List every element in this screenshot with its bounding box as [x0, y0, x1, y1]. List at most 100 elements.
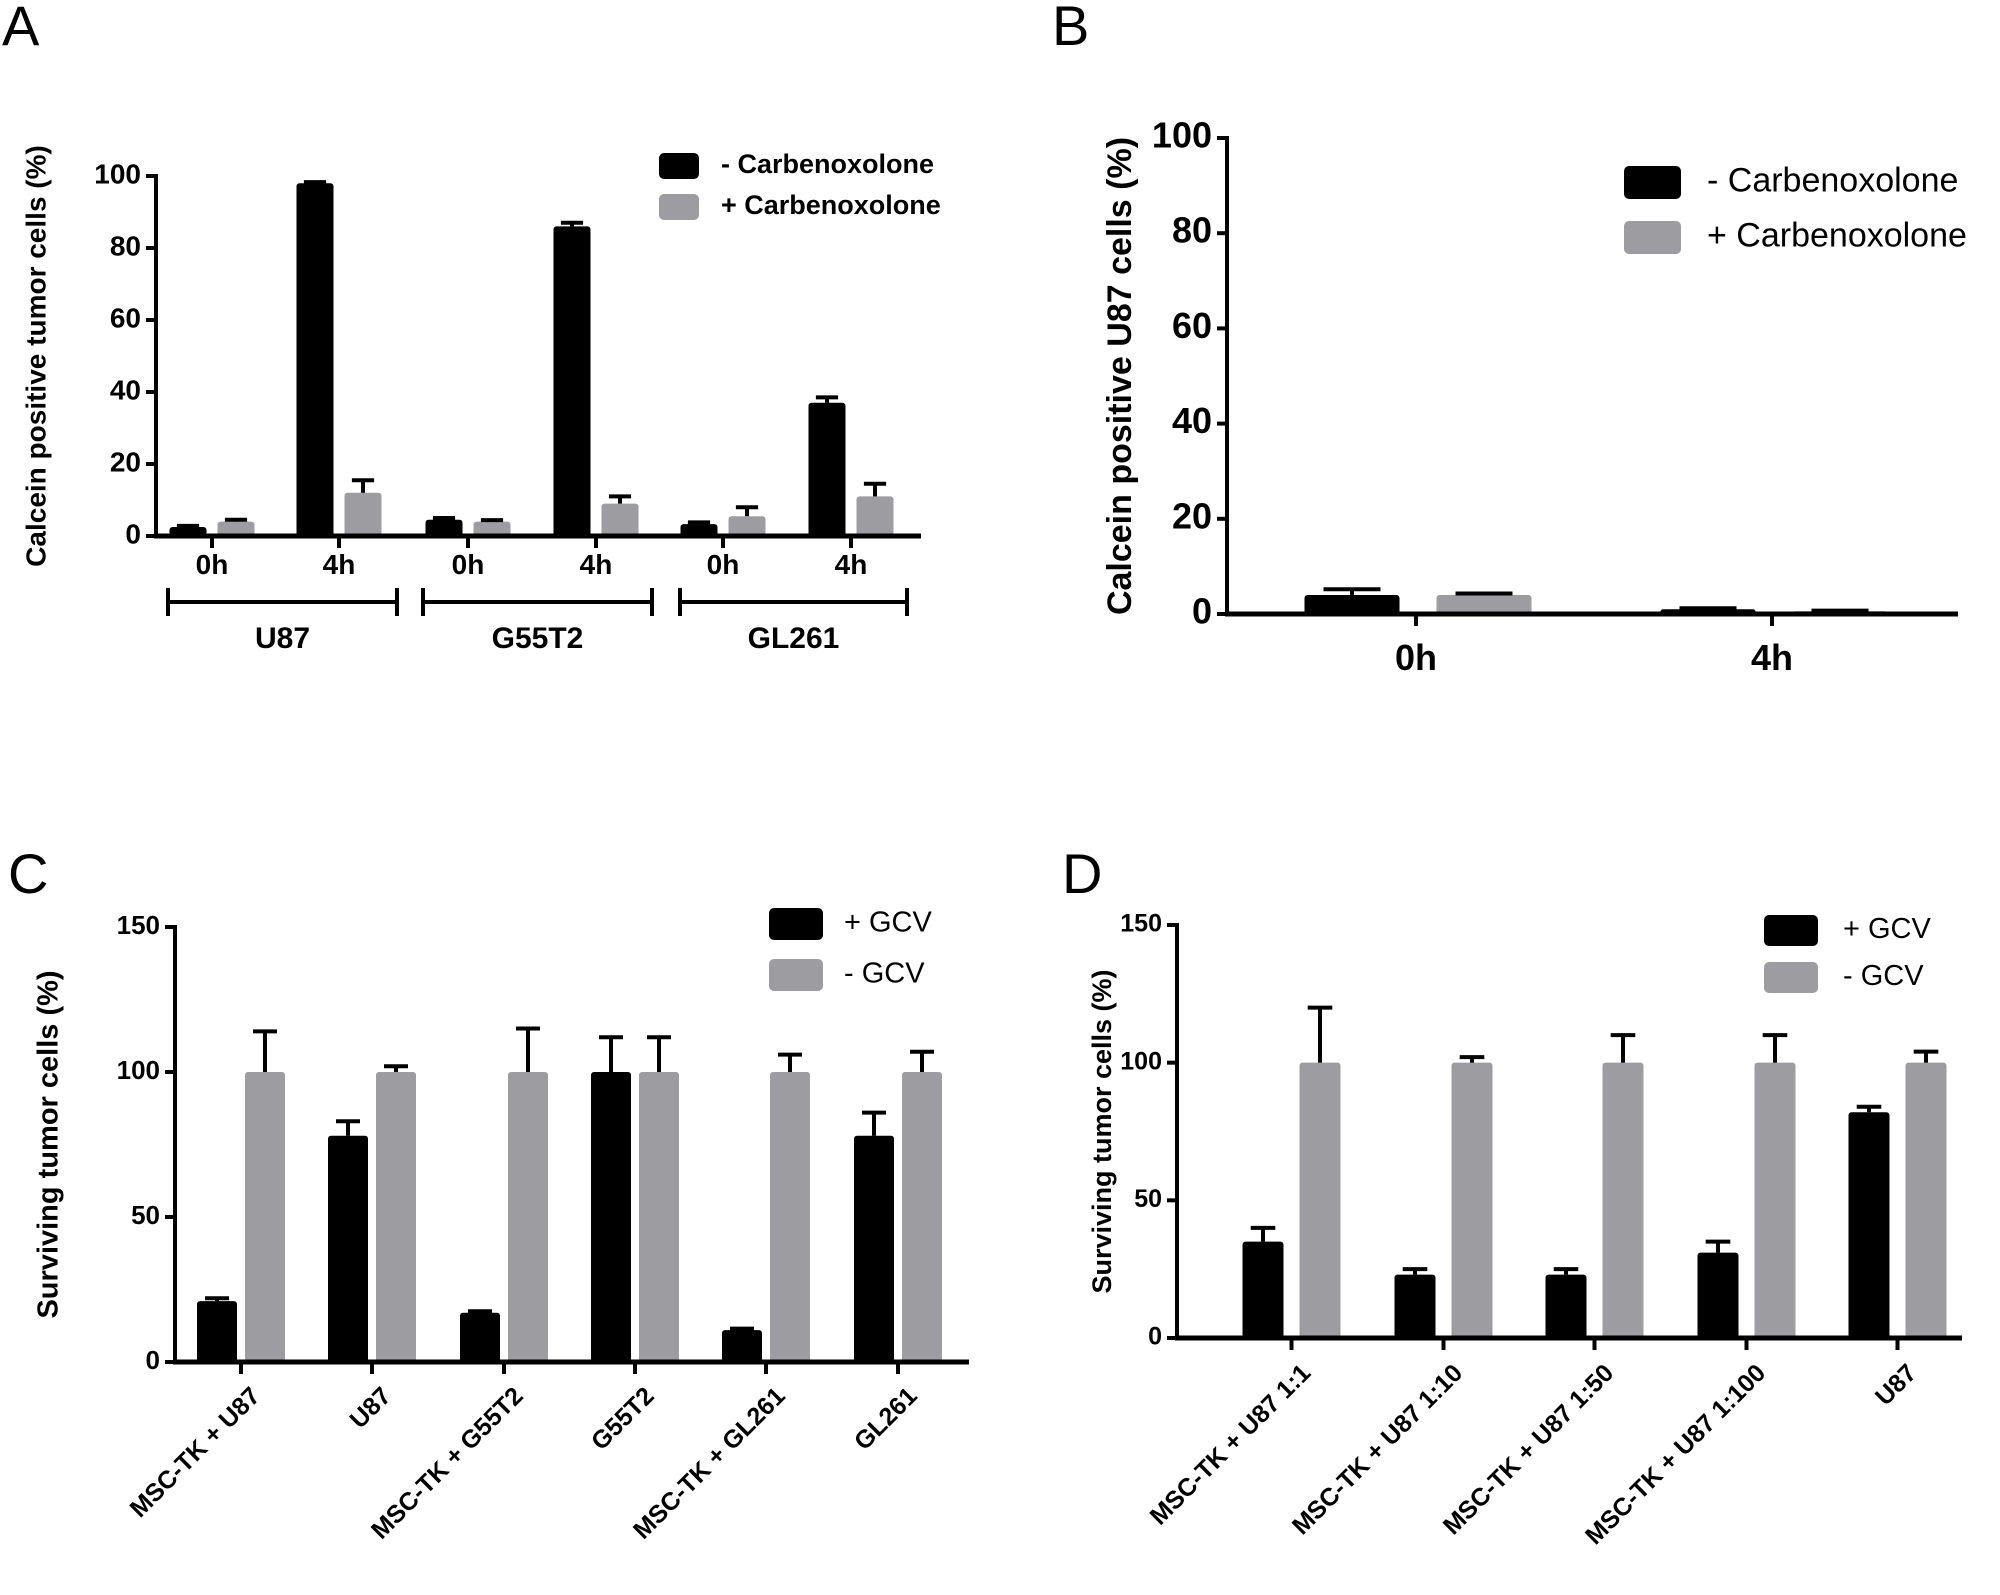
y-tick-label: 40 [110, 374, 141, 405]
bar-series1-5 [854, 1135, 894, 1362]
legend-swatch [769, 959, 823, 991]
bar-series1-5 [808, 402, 846, 536]
legend-label: + Carbenoxolone [1707, 216, 1967, 254]
legend-swatch [1764, 962, 1818, 993]
legend-swatch [1764, 915, 1818, 946]
x-category-label: MSC-TK + U87 [125, 1382, 266, 1523]
x-category-label: G55T2 [586, 1382, 660, 1456]
bar-series1-2 [425, 519, 463, 536]
legend-label: - GCV [1843, 960, 1924, 992]
bar-series1-0 [197, 1301, 237, 1362]
y-tick-label: 0 [1148, 1323, 1162, 1351]
bar-series1-3 [553, 226, 591, 536]
y-tick-label: 0 [1192, 591, 1212, 632]
bar-series2-0 [217, 521, 255, 536]
bar-series2-1 [344, 492, 382, 536]
legend-label: + Carbenoxolone [721, 190, 941, 220]
bar-series2-0 [1299, 1062, 1341, 1338]
x-category-label: 4h [835, 549, 868, 580]
bar-series2-5 [902, 1072, 942, 1362]
legend-label: + GCV [1843, 913, 1931, 945]
x-category-label: 4h [580, 549, 613, 580]
bar-series2-4 [728, 516, 766, 536]
y-tick-label: 60 [1172, 305, 1212, 346]
chart-panel-a: Calcein positive tumor cells (%) 0 20 40 60 8… [20, 145, 940, 655]
legend-label: - GCV [844, 958, 925, 990]
bar-series2-3 [1754, 1062, 1796, 1338]
y-axis-label: Calcein positive tumor cells (%) [20, 145, 51, 567]
legend-label: + GCV [844, 907, 932, 939]
legend-label: - Carbenoxolone [721, 149, 934, 179]
chart-panel-d: Surviving tumor cells (%) 0 50 100 150 MSC-TK… [1087, 910, 1962, 1550]
x-category-label: 0h [707, 549, 740, 580]
y-tick-label: 100 [1120, 1047, 1162, 1075]
legend-swatch [1624, 166, 1681, 199]
bar-series1-0 [1304, 594, 1400, 614]
bar-series2-3 [601, 503, 639, 536]
x-category-label: 0h [1395, 637, 1437, 678]
x-category-label: GL261 [849, 1382, 923, 1456]
y-tick-label: 100 [117, 1055, 160, 1085]
bar-series2-4 [770, 1072, 810, 1362]
x-category-label: 4h [323, 549, 356, 580]
chart-panel-b: Calcein positive U87 cells (%) 0 20 40 60 80 1… [1101, 115, 1967, 678]
x-category-label: MSC-TK + U87 1:1 [1145, 1359, 1317, 1531]
x-category-label: U87 [1870, 1359, 1922, 1411]
y-tick-label: 80 [1172, 210, 1212, 251]
legend-swatch [659, 153, 699, 179]
panel-label-d: D [1062, 842, 1102, 905]
bar-series1-1 [296, 183, 334, 536]
x-category-label: MSC-TK + U87 1:50 [1438, 1359, 1619, 1540]
y-tick-label: 0 [146, 1345, 160, 1375]
panel-label-a: A [2, 0, 40, 57]
bar-series2-4 [1905, 1062, 1947, 1338]
panel-label-c: C [8, 842, 48, 905]
x-category-label: 0h [452, 549, 485, 580]
x-category-label: MSC-TK + U87 1:10 [1287, 1359, 1468, 1540]
y-tick-label: 150 [1120, 910, 1162, 938]
y-tick-label: 0 [125, 518, 141, 549]
bar-series1-4 [680, 524, 718, 536]
chart-panel-c: Surviving tumor cells (%) 0 50 100 150 MSC-TK… [33, 907, 969, 1545]
bar-series2-3 [639, 1072, 679, 1362]
y-tick-label: 20 [110, 446, 141, 477]
x-category-label: 0h [196, 549, 229, 580]
y-tick-label: 80 [110, 230, 141, 261]
bar-series1-1 [328, 1135, 368, 1362]
bar-series2-5 [856, 496, 894, 536]
bar-series2-0 [245, 1072, 285, 1362]
x-category-label: U87 [344, 1382, 396, 1434]
group-label: U87 [255, 622, 310, 655]
y-tick-label: 50 [1134, 1185, 1162, 1213]
bar-series1-4 [722, 1330, 762, 1362]
bar-series1-1 [1394, 1274, 1436, 1338]
y-axis-label: Calcein positive U87 cells (%) [1101, 137, 1139, 615]
y-tick-label: 50 [131, 1200, 160, 1230]
y-tick-label: 100 [94, 158, 141, 189]
y-axis-label: Surviving tumor cells (%) [33, 970, 65, 1318]
legend-swatch [769, 908, 823, 940]
bar-series2-2 [473, 521, 511, 536]
bar-series2-1 [376, 1072, 416, 1362]
bar-series2-2 [1602, 1062, 1644, 1338]
y-tick-label: 60 [110, 302, 141, 333]
legend-swatch [1624, 221, 1681, 254]
legend-swatch [659, 194, 699, 220]
group-label: G55T2 [492, 622, 584, 655]
y-tick-label: 20 [1172, 495, 1212, 536]
bar-series1-2 [460, 1312, 500, 1362]
y-tick-label: 150 [117, 910, 160, 940]
y-tick-label: 40 [1172, 400, 1212, 441]
bar-series2-0 [1436, 594, 1532, 614]
bar-series2-1 [1451, 1062, 1493, 1338]
bar-series2-2 [508, 1072, 548, 1362]
y-axis-label: Surviving tumor cells (%) [1087, 969, 1117, 1293]
legend-label: - Carbenoxolone [1707, 161, 1958, 199]
panel-label-b: B [1052, 0, 1089, 57]
bar-series1-3 [591, 1072, 631, 1362]
bar-series1-0 [1242, 1241, 1284, 1338]
group-label: GL261 [748, 622, 840, 655]
bar-series1-4 [1848, 1112, 1890, 1338]
x-category-label: 4h [1751, 637, 1793, 678]
